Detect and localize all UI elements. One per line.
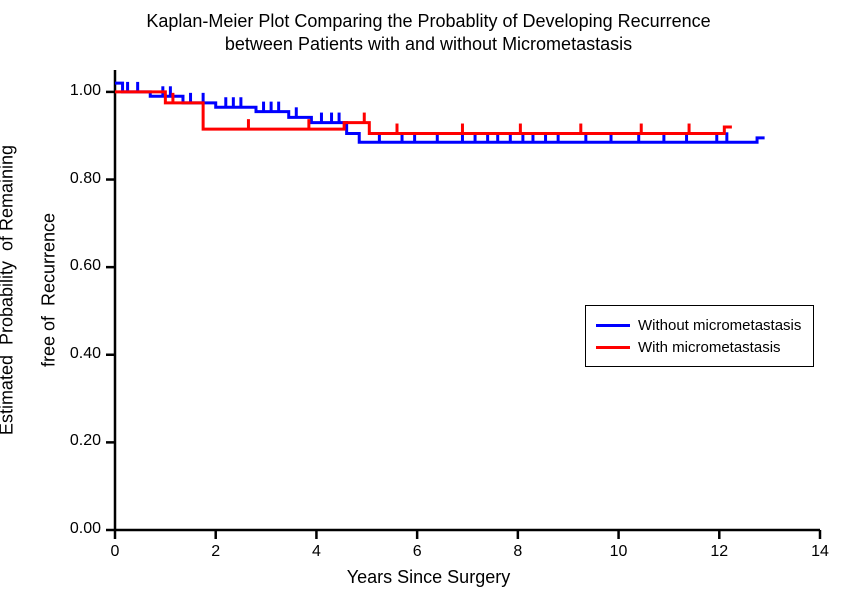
legend-item: Without micrometastasis bbox=[596, 314, 801, 336]
legend-item: With micrometastasis bbox=[596, 336, 801, 358]
x-tick-label: 6 bbox=[397, 543, 437, 561]
x-tick-label: 14 bbox=[800, 543, 840, 561]
km-chart: Kaplan-Meier Plot Comparing the Probabli… bbox=[0, 0, 857, 600]
legend: Without micrometastasis With micrometasta… bbox=[585, 305, 814, 367]
x-tick-label: 12 bbox=[699, 543, 739, 561]
y-tick-label: 0.40 bbox=[51, 345, 101, 363]
x-tick-label: 0 bbox=[95, 543, 135, 561]
x-tick-label: 8 bbox=[498, 543, 538, 561]
x-tick-label: 2 bbox=[196, 543, 236, 561]
legend-label: Without micrometastasis bbox=[638, 317, 801, 334]
x-tick-label: 10 bbox=[599, 543, 639, 561]
legend-swatch bbox=[596, 346, 630, 349]
y-tick-label: 1.00 bbox=[51, 82, 101, 100]
y-tick-label: 0.80 bbox=[51, 170, 101, 188]
plot-svg bbox=[0, 0, 857, 600]
y-tick-label: 0.20 bbox=[51, 432, 101, 450]
km-curve-with bbox=[115, 92, 732, 134]
legend-swatch bbox=[596, 324, 630, 327]
legend-label: With micrometastasis bbox=[638, 339, 781, 356]
y-tick-label: 0.00 bbox=[51, 520, 101, 538]
x-tick-label: 4 bbox=[296, 543, 336, 561]
y-tick-label: 0.60 bbox=[51, 257, 101, 275]
